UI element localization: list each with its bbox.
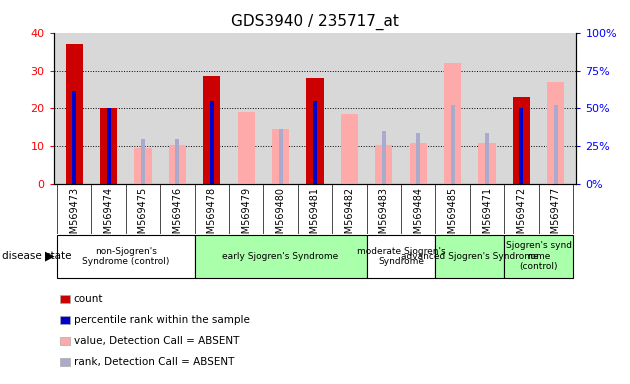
Bar — [450, 105, 455, 184]
Text: early Sjogren's Syndrome: early Sjogren's Syndrome — [222, 252, 339, 261]
Bar — [382, 131, 386, 184]
Bar — [554, 105, 558, 184]
Bar — [485, 133, 489, 184]
Text: value, Detection Call = ABSENT: value, Detection Call = ABSENT — [74, 336, 239, 346]
Bar — [134, 148, 152, 184]
Bar — [100, 109, 117, 184]
Bar — [169, 144, 186, 184]
Text: disease state: disease state — [2, 251, 71, 262]
Bar — [410, 142, 427, 184]
Bar — [238, 112, 255, 184]
Bar — [375, 144, 392, 184]
Bar — [72, 91, 76, 184]
Bar — [66, 44, 83, 184]
Bar — [278, 129, 283, 184]
Bar — [313, 101, 317, 184]
Bar — [416, 133, 420, 184]
Bar — [519, 109, 524, 184]
Bar — [203, 76, 220, 184]
FancyBboxPatch shape — [504, 235, 573, 278]
Text: non-Sjogren's
Syndrome (control): non-Sjogren's Syndrome (control) — [82, 247, 169, 266]
Bar — [106, 109, 111, 184]
Bar — [444, 63, 461, 184]
Bar — [306, 78, 324, 184]
Text: moderate Sjogren's
Syndrome: moderate Sjogren's Syndrome — [357, 247, 445, 266]
Bar — [341, 114, 358, 184]
Bar — [141, 139, 145, 184]
Bar — [513, 97, 530, 184]
Text: rank, Detection Call = ABSENT: rank, Detection Call = ABSENT — [74, 357, 234, 367]
Bar — [272, 129, 289, 184]
FancyBboxPatch shape — [367, 235, 435, 278]
Bar — [478, 142, 496, 184]
Text: percentile rank within the sample: percentile rank within the sample — [74, 315, 249, 325]
Bar — [547, 82, 564, 184]
Text: count: count — [74, 294, 103, 304]
Text: ▶: ▶ — [45, 250, 55, 263]
Bar — [210, 101, 214, 184]
Bar — [175, 139, 180, 184]
Title: GDS3940 / 235717_at: GDS3940 / 235717_at — [231, 14, 399, 30]
Text: advanced Sjogren's Syndrome: advanced Sjogren's Syndrome — [401, 252, 539, 261]
FancyBboxPatch shape — [195, 235, 367, 278]
FancyBboxPatch shape — [435, 235, 504, 278]
Text: Sjogren's synd
rome
(control): Sjogren's synd rome (control) — [506, 242, 571, 271]
FancyBboxPatch shape — [57, 235, 195, 278]
